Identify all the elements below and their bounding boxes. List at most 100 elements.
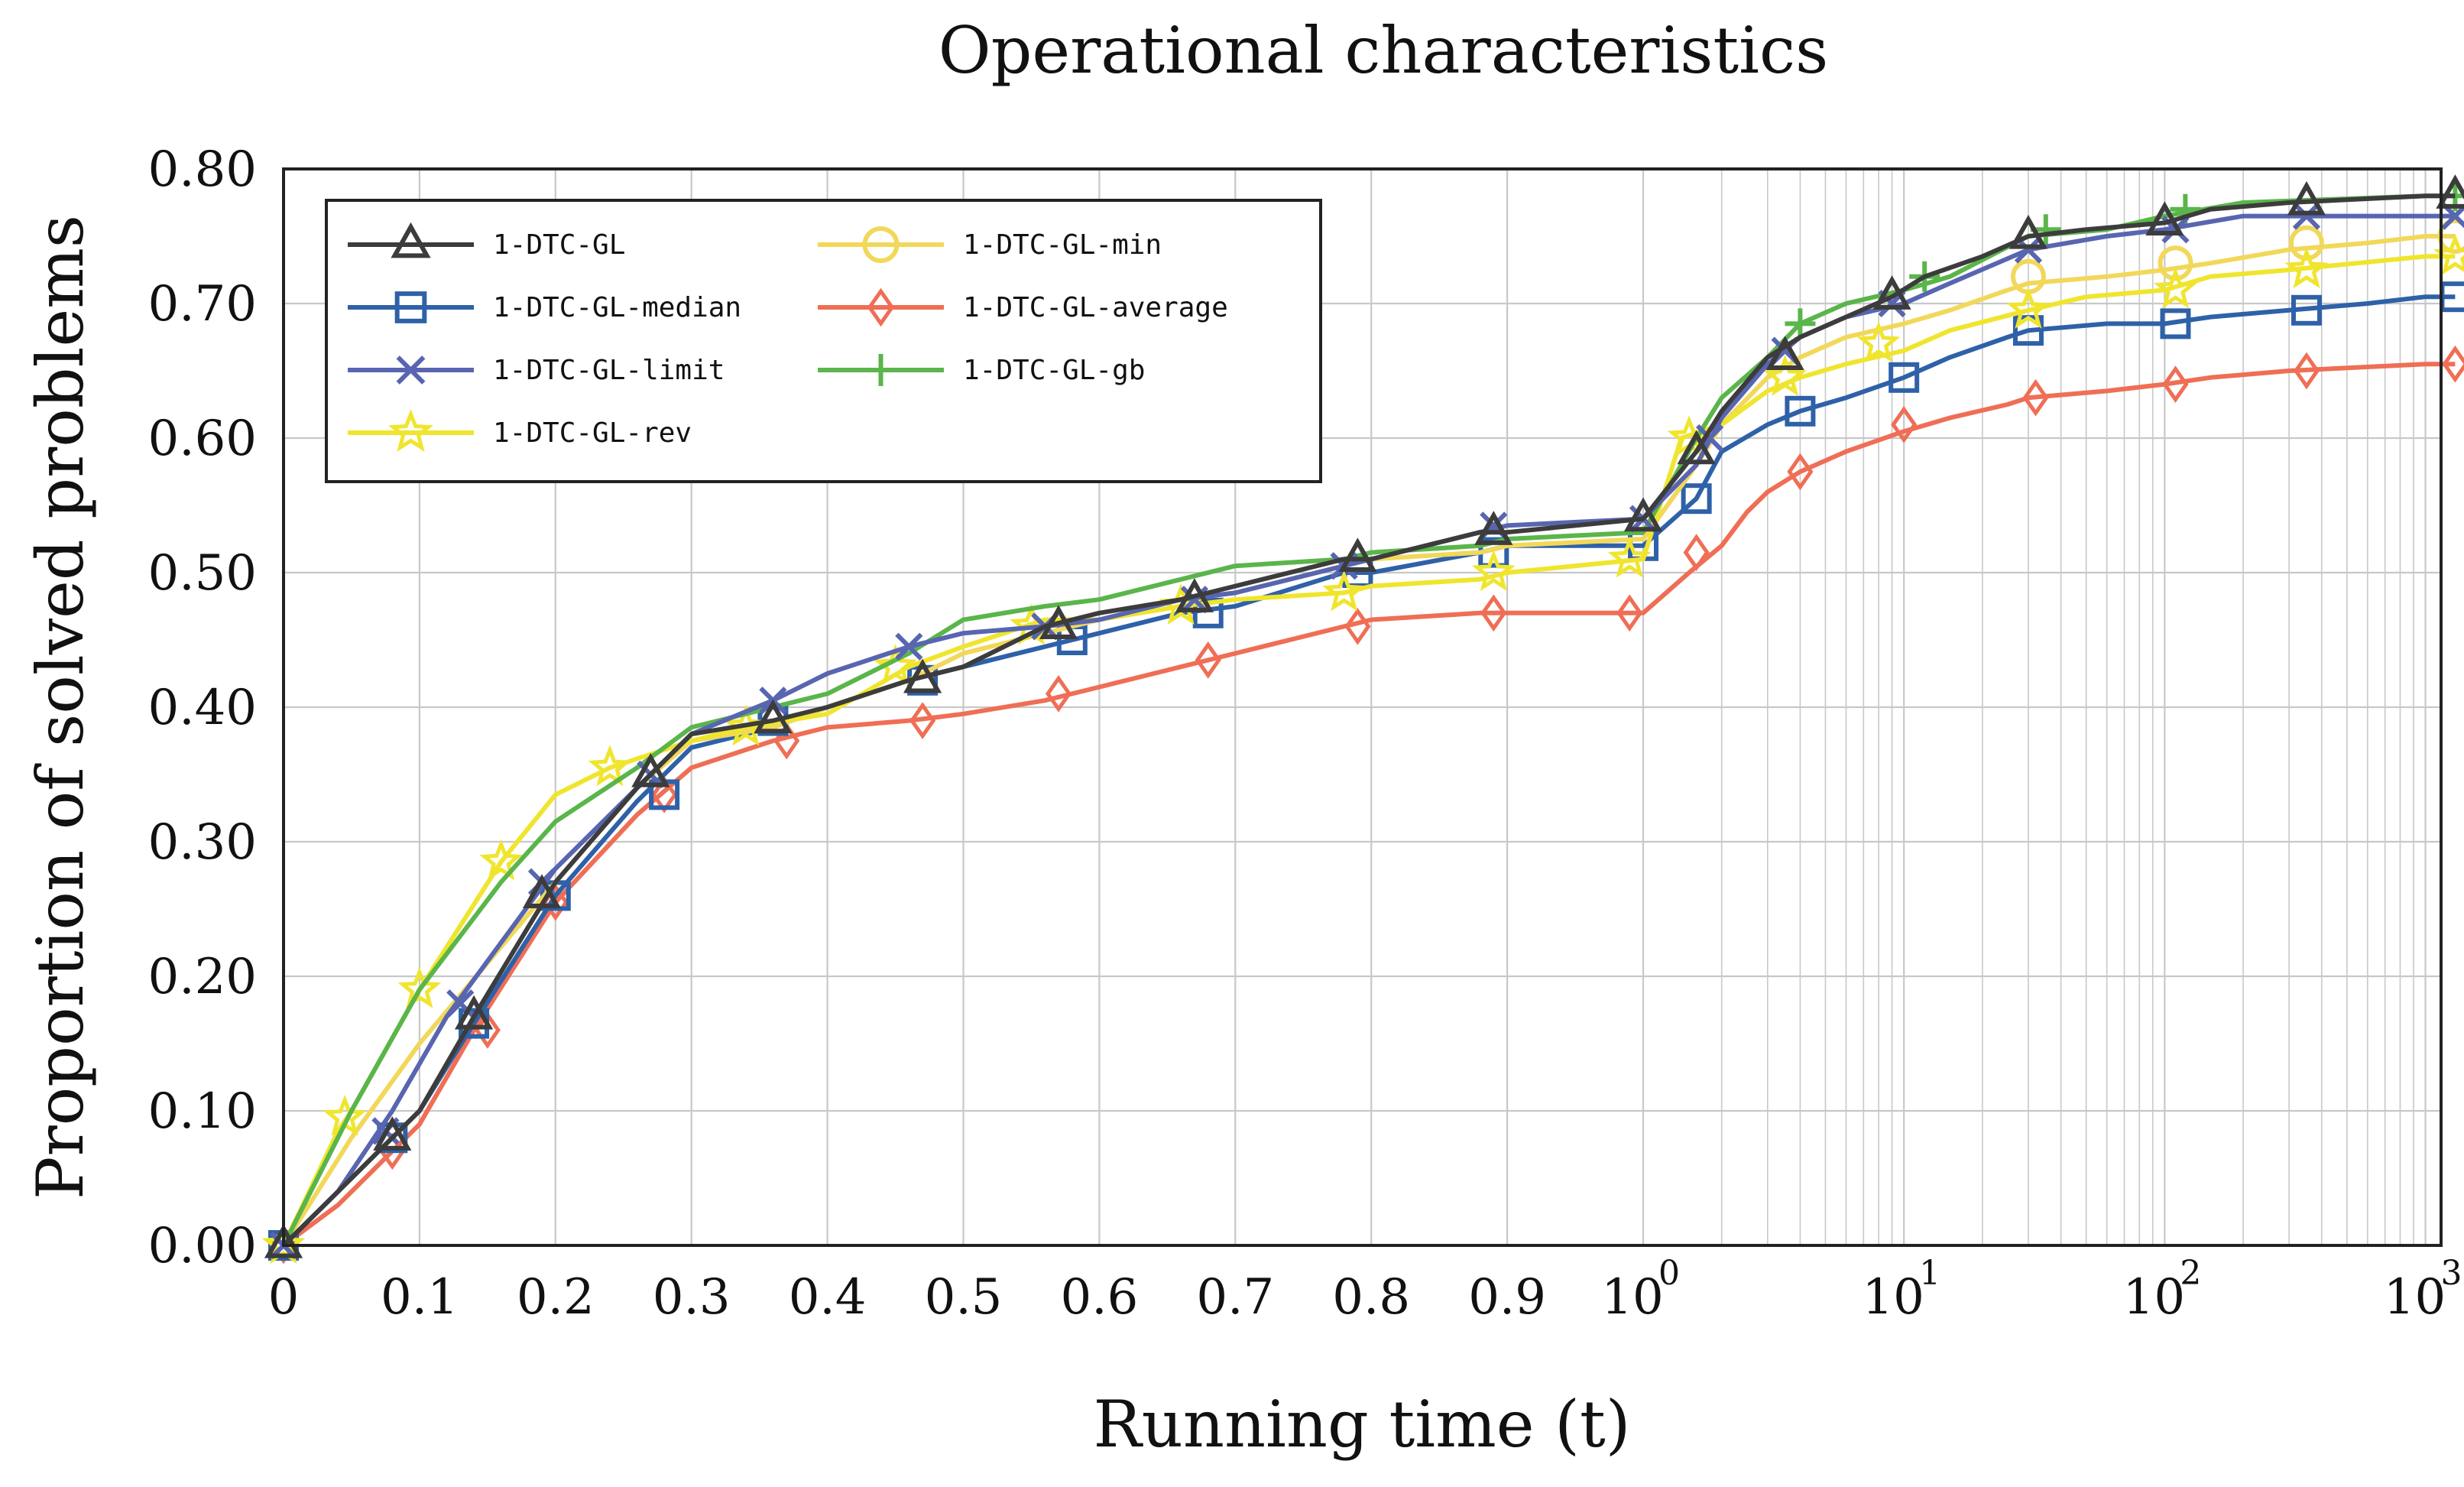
- series-marker: [903, 658, 942, 693]
- legend-box: [325, 199, 1322, 483]
- series-marker: [1889, 362, 1920, 393]
- x-tick-label-log: 10: [1862, 1269, 1924, 1326]
- series-marker: [754, 699, 793, 734]
- series-marker: [261, 1222, 306, 1265]
- series-marker: [1322, 570, 1366, 612]
- y-tick-label: 0.30: [148, 814, 258, 871]
- series-marker: [895, 632, 923, 661]
- series-marker: [1344, 608, 1371, 645]
- series-marker: [264, 1223, 303, 1258]
- series-marker: [2287, 180, 2326, 216]
- x-tick-exponent: 0: [1658, 1254, 1680, 1293]
- x-tick-label: 0.5: [925, 1269, 1003, 1326]
- legend-entry: 1-DTC-GL-gb: [818, 354, 1145, 386]
- legend-entry: 1-DTC-GL-median: [348, 291, 741, 323]
- x-tick-exponent: 3: [2441, 1254, 2462, 1293]
- series-marker: [909, 702, 936, 739]
- series-marker: [1195, 641, 1221, 679]
- series-marker: [1677, 430, 1716, 465]
- y-tick-label: 0.20: [148, 949, 258, 1005]
- legend-marker: [387, 409, 434, 452]
- series-marker: [1039, 605, 1078, 640]
- series-marker: [2291, 294, 2322, 326]
- legend-label: 1-DTC-GL-limit: [493, 355, 725, 386]
- series-marker: [2145, 201, 2184, 236]
- series-marker: [1480, 594, 1507, 632]
- legend: 1-DTC-GL 1-DTC-GL-median 1-DTC-GL-limit 1-D…: [325, 199, 1322, 483]
- series-marker: [1045, 675, 1072, 713]
- series-marker: [1681, 483, 1712, 515]
- plot-frame: [282, 167, 2443, 1247]
- legend-marker: [862, 226, 900, 263]
- x-tick-label-log: 10: [2384, 1269, 2446, 1326]
- x-tick-label: 0.2: [517, 1269, 595, 1326]
- x-tick-label: 0.7: [1196, 1269, 1274, 1326]
- series-line: [281, 254, 2456, 1247]
- series-marker: [2284, 247, 2329, 289]
- x-tick-label: 0.1: [381, 1269, 459, 1326]
- legend-entry: 1-DTC-GL-rev: [348, 409, 692, 452]
- series-marker: [2154, 267, 2197, 309]
- series-marker: [2293, 352, 2320, 390]
- series-marker: [1872, 275, 1911, 310]
- series-marker: [588, 745, 632, 787]
- x-tick-label: 0.4: [789, 1269, 867, 1326]
- legend-marker: [867, 287, 895, 327]
- series-marker: [874, 644, 917, 686]
- x-tick-label: 0.8: [1332, 1269, 1410, 1326]
- y-tick-label: 0.70: [148, 276, 258, 333]
- series-1-DTC-GL: [264, 174, 2464, 1258]
- series-marker: [1192, 597, 1224, 628]
- y-tick-label: 0.40: [148, 680, 258, 736]
- series-marker: [1763, 355, 1807, 396]
- x-tick-exponent: 2: [2180, 1254, 2201, 1293]
- y-tick-label: 0.80: [148, 141, 258, 198]
- legend-label: 1-DTC-GL-average: [963, 292, 1228, 323]
- series-marker: [2158, 245, 2193, 281]
- x-tick-label: 0.9: [1468, 1269, 1546, 1326]
- legend-entry: 1-DTC-GL-min: [818, 226, 1162, 263]
- series-marker: [1616, 594, 1643, 632]
- series-marker: [1683, 534, 1710, 571]
- series-marker: [454, 995, 494, 1030]
- series-line: [282, 362, 2456, 1248]
- series-marker: [2022, 378, 2049, 417]
- x-tick-label: 0: [268, 1269, 300, 1326]
- legend-label: 1-DTC-GL-median: [493, 292, 741, 323]
- chart-title: Operational characteristics: [939, 13, 1828, 88]
- series-marker: [2442, 345, 2464, 383]
- series-marker: [2162, 365, 2189, 403]
- x-tick-exponent: 1: [1919, 1254, 1940, 1293]
- x-tick-label-log: 10: [2123, 1269, 2185, 1326]
- series-marker: [1891, 406, 1918, 443]
- y-tick-label: 0.50: [148, 545, 258, 602]
- series-marker: [1474, 511, 1513, 545]
- series-marker: [522, 874, 562, 909]
- series-marker: [2006, 287, 2051, 329]
- legend-entry: 1-DTC-GL-average: [818, 287, 1228, 327]
- series-marker: [479, 839, 523, 881]
- legend-label: 1-DTC-GL-rev: [493, 417, 692, 449]
- series-marker: [397, 966, 442, 1008]
- x-axis-label: Running time (t): [1094, 1387, 1631, 1462]
- series-marker: [2436, 174, 2464, 209]
- series-marker: [373, 1116, 412, 1151]
- x-tick-label-log: 10: [1601, 1269, 1663, 1326]
- series-marker: [1338, 537, 1377, 573]
- legend-marker: [864, 354, 897, 386]
- legend-label: 1-DTC-GL: [493, 229, 625, 261]
- ticks: 0.000.100.200.300.400.500.600.700.800 0.1…: [148, 141, 2462, 1326]
- x-tick-label: 0.6: [1061, 1269, 1139, 1326]
- series-marker: [1765, 336, 1804, 371]
- series-layer: [261, 174, 2464, 1265]
- series-marker: [1785, 308, 1816, 339]
- legend-marker: [396, 356, 426, 385]
- series-marker: [1785, 395, 1816, 427]
- series-line: [281, 234, 2456, 1247]
- series-marker: [1787, 453, 1814, 491]
- series-marker: [2008, 214, 2048, 249]
- legend-marker: [394, 291, 427, 323]
- series-marker: [1856, 321, 1901, 362]
- series-marker: [1607, 536, 1652, 578]
